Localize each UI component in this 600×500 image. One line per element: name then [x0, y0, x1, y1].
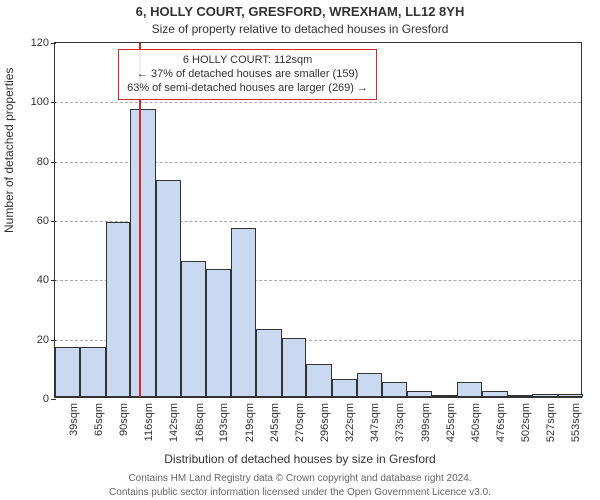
y-tick-label: 20	[37, 334, 55, 346]
histogram-bar	[130, 109, 155, 397]
x-tick-label: 347sqm	[369, 403, 381, 442]
y-axis-label: Number of detached properties	[2, 68, 16, 233]
histogram-chart: 6, HOLLY COURT, GRESFORD, WREXHAM, LL12 …	[0, 0, 600, 500]
x-tick-label: 245sqm	[269, 403, 281, 442]
footer-line2: Contains public sector information licen…	[0, 487, 600, 498]
x-tick-label: 270sqm	[294, 403, 306, 442]
histogram-bar	[332, 379, 357, 397]
x-tick-label: 65sqm	[93, 403, 105, 436]
annotation-box: 6 HOLLY COURT: 112sqm ← 37% of detached …	[118, 49, 377, 100]
x-tick-label: 502sqm	[520, 403, 532, 442]
x-tick-label: 553sqm	[570, 403, 582, 442]
histogram-bar	[55, 347, 80, 397]
y-tick-label: 60	[37, 215, 55, 227]
histogram-bar	[432, 395, 456, 397]
chart-subtitle: Size of property relative to detached ho…	[0, 22, 600, 36]
histogram-bar	[482, 391, 507, 397]
histogram-bar	[357, 373, 381, 397]
y-tick-label: 120	[31, 37, 55, 49]
histogram-bar	[407, 391, 432, 397]
x-tick-label: 116sqm	[143, 403, 155, 441]
annotation-line3: 63% of semi-detached houses are larger (…	[127, 82, 368, 96]
gridline	[55, 102, 581, 103]
x-tick-label: 193sqm	[218, 403, 230, 442]
histogram-bar	[457, 382, 482, 397]
x-tick-label: 476sqm	[495, 403, 507, 442]
histogram-bar	[532, 394, 557, 397]
histogram-bar	[382, 382, 407, 397]
histogram-bar	[508, 395, 532, 397]
x-tick-label: 399sqm	[420, 403, 432, 442]
x-axis-label: Distribution of detached houses by size …	[0, 452, 600, 466]
chart-title: 6, HOLLY COURT, GRESFORD, WREXHAM, LL12 …	[0, 4, 600, 19]
x-tick-label: 219sqm	[244, 403, 256, 442]
annotation-line1: 6 HOLLY COURT: 112sqm	[127, 54, 368, 68]
annotation-line2: ← 37% of detached houses are smaller (15…	[127, 68, 368, 82]
x-tick-label: 425sqm	[445, 403, 457, 442]
plot-area: 020406080100120 39sqm65sqm90sqm116sqm142…	[54, 42, 582, 398]
x-tick-label: 373sqm	[394, 403, 406, 442]
histogram-bar	[181, 261, 205, 397]
y-tick-label: 40	[37, 274, 55, 286]
x-tick-label: 527sqm	[545, 403, 557, 442]
x-tick-label: 322sqm	[344, 403, 356, 442]
histogram-bar	[282, 338, 306, 397]
histogram-bar	[256, 329, 281, 397]
histogram-bar	[206, 269, 231, 397]
histogram-bar	[306, 364, 331, 397]
histogram-bar	[106, 222, 130, 397]
histogram-bar	[80, 347, 105, 397]
histogram-bar	[558, 394, 583, 397]
footer-line1: Contains HM Land Registry data © Crown c…	[0, 473, 600, 484]
y-tick-label: 0	[43, 393, 55, 405]
y-tick-label: 80	[37, 156, 55, 168]
x-tick-label: 296sqm	[319, 403, 331, 442]
x-tick-label: 142sqm	[168, 403, 180, 442]
x-tick-label: 39sqm	[68, 403, 80, 436]
x-tick-label: 450sqm	[470, 403, 482, 442]
y-tick-label: 100	[31, 96, 55, 108]
histogram-bar	[231, 228, 256, 397]
histogram-bar	[156, 180, 181, 397]
x-tick-label: 168sqm	[194, 403, 206, 442]
x-tick-label: 90sqm	[118, 403, 130, 436]
